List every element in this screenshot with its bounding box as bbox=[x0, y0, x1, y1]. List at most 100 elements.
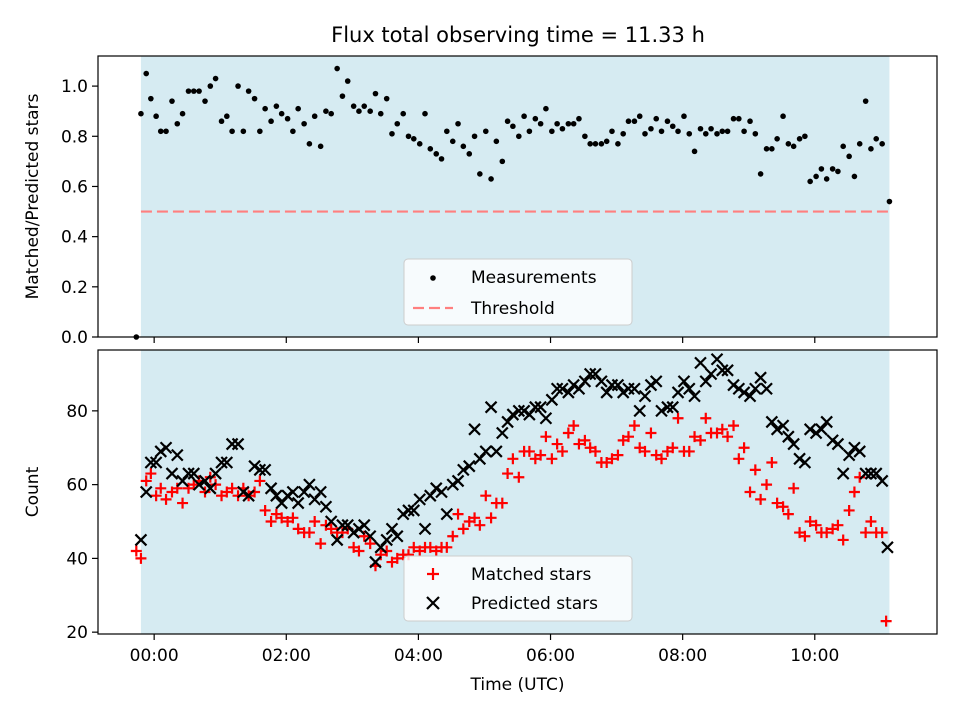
matched-star-point bbox=[689, 431, 701, 443]
predicted-star-point bbox=[144, 456, 158, 469]
measurement-point bbox=[851, 173, 858, 180]
measurement-point bbox=[802, 133, 808, 140]
measurement-point bbox=[603, 138, 610, 145]
measurement-point bbox=[504, 118, 511, 125]
measurement-point bbox=[235, 83, 241, 89]
matched-star-point bbox=[672, 412, 684, 424]
measurement-point bbox=[416, 141, 423, 147]
measurement-point bbox=[763, 146, 770, 152]
measurement-point bbox=[334, 65, 340, 72]
measurement-point bbox=[449, 138, 456, 145]
count-legend: Matched stars Predicted stars bbox=[403, 555, 633, 622]
measurement-point bbox=[526, 128, 533, 135]
measurement-point bbox=[207, 83, 214, 89]
predicted-star-point bbox=[390, 529, 404, 543]
measurement-point bbox=[736, 115, 742, 122]
count-x-tick-label: 06:00 bbox=[526, 646, 575, 666]
matched-star-point bbox=[391, 552, 403, 564]
measurement-point bbox=[466, 151, 473, 157]
measurement-point bbox=[856, 141, 863, 147]
predicted-star-point bbox=[694, 356, 707, 370]
matched-star-point bbox=[358, 530, 370, 542]
count-x-ticks: 00:00 02:00 04:00 06:00 08:00 10:00 bbox=[130, 634, 839, 666]
matched-star-point bbox=[309, 516, 321, 528]
predicted-star-point bbox=[435, 485, 448, 499]
matched-star-point bbox=[865, 516, 877, 528]
measurement-point bbox=[477, 171, 483, 177]
measurement-point bbox=[273, 103, 280, 109]
matched-star-point bbox=[804, 516, 816, 528]
matched-star-point bbox=[540, 431, 552, 443]
measurement-point bbox=[823, 176, 830, 182]
predicted-star-point bbox=[881, 541, 894, 554]
measurement-point bbox=[785, 141, 792, 147]
predicted-star-point bbox=[170, 448, 184, 462]
measurement-point bbox=[202, 98, 208, 104]
measurement-point bbox=[576, 115, 582, 122]
matched-star-point bbox=[315, 538, 327, 550]
predicted-star-point bbox=[303, 478, 316, 491]
matched-star-point bbox=[364, 538, 376, 550]
measurement-point bbox=[444, 128, 450, 135]
predicted-star-point bbox=[638, 389, 652, 403]
measurement-point bbox=[532, 115, 539, 122]
measurement-point bbox=[886, 198, 893, 205]
matched-star-point bbox=[441, 541, 453, 553]
matched-star-point bbox=[287, 512, 299, 524]
count-x-tick-label: 04:00 bbox=[394, 646, 443, 666]
measurement-point bbox=[422, 110, 428, 117]
measurement-point bbox=[559, 125, 566, 132]
matched-star-point bbox=[457, 523, 469, 535]
matched-star-point bbox=[860, 527, 872, 539]
measurement-point bbox=[377, 110, 384, 117]
matched-star-point bbox=[469, 512, 481, 524]
matched-star-point bbox=[292, 523, 304, 535]
predicted-star-point bbox=[859, 467, 872, 480]
predicted-star-point bbox=[727, 378, 740, 392]
ratio-y-tick-label: 0.2 bbox=[61, 278, 88, 298]
matched-star-point bbox=[254, 475, 266, 487]
matched-star-point bbox=[722, 431, 734, 443]
predicted-star-point bbox=[765, 415, 779, 429]
count-legend-box bbox=[403, 555, 633, 622]
measurement-point bbox=[179, 110, 186, 117]
measurement-point bbox=[229, 128, 235, 135]
matched-star-point bbox=[700, 412, 712, 424]
matched-star-point bbox=[480, 490, 492, 502]
predicted-star-point bbox=[798, 456, 812, 469]
matched-star-point bbox=[639, 445, 651, 457]
count-y-tick-label: 80 bbox=[66, 402, 88, 422]
predicted-star-point bbox=[793, 452, 806, 466]
measurement-point bbox=[516, 133, 522, 140]
measurement-point bbox=[702, 130, 709, 137]
measurement-point bbox=[174, 120, 181, 127]
measurement-point bbox=[615, 141, 621, 147]
measurement-point bbox=[840, 143, 846, 150]
matched-star-point bbox=[837, 534, 849, 546]
predicted-star-point bbox=[512, 404, 526, 418]
predicted-star-point bbox=[628, 382, 641, 396]
ratio-x-ticks bbox=[153, 337, 816, 343]
predicted-star-point bbox=[633, 404, 646, 418]
measurement-point bbox=[554, 120, 560, 127]
measurement-point bbox=[438, 156, 445, 162]
measurement-point bbox=[295, 105, 301, 112]
predicted-star-point bbox=[671, 386, 685, 399]
predicted-star-point bbox=[215, 456, 228, 469]
measurement-point bbox=[350, 103, 357, 109]
measurement-point bbox=[328, 110, 335, 117]
measurement-point bbox=[873, 135, 880, 142]
predicted-star-point bbox=[567, 378, 580, 392]
measurements-legend-label: Measurements bbox=[471, 268, 597, 288]
predicted-star-point bbox=[787, 437, 800, 451]
predicted-star-point bbox=[248, 459, 261, 473]
predicted-star-point bbox=[655, 404, 668, 418]
measurement-point bbox=[769, 146, 775, 152]
measurement-point bbox=[488, 176, 494, 182]
predicted-star-point bbox=[396, 507, 410, 521]
measurement-point bbox=[653, 115, 660, 122]
predicted-star-point bbox=[562, 386, 575, 399]
predicted-star-point bbox=[380, 533, 393, 547]
measurement-points bbox=[133, 65, 893, 340]
measurement-point bbox=[648, 125, 654, 132]
